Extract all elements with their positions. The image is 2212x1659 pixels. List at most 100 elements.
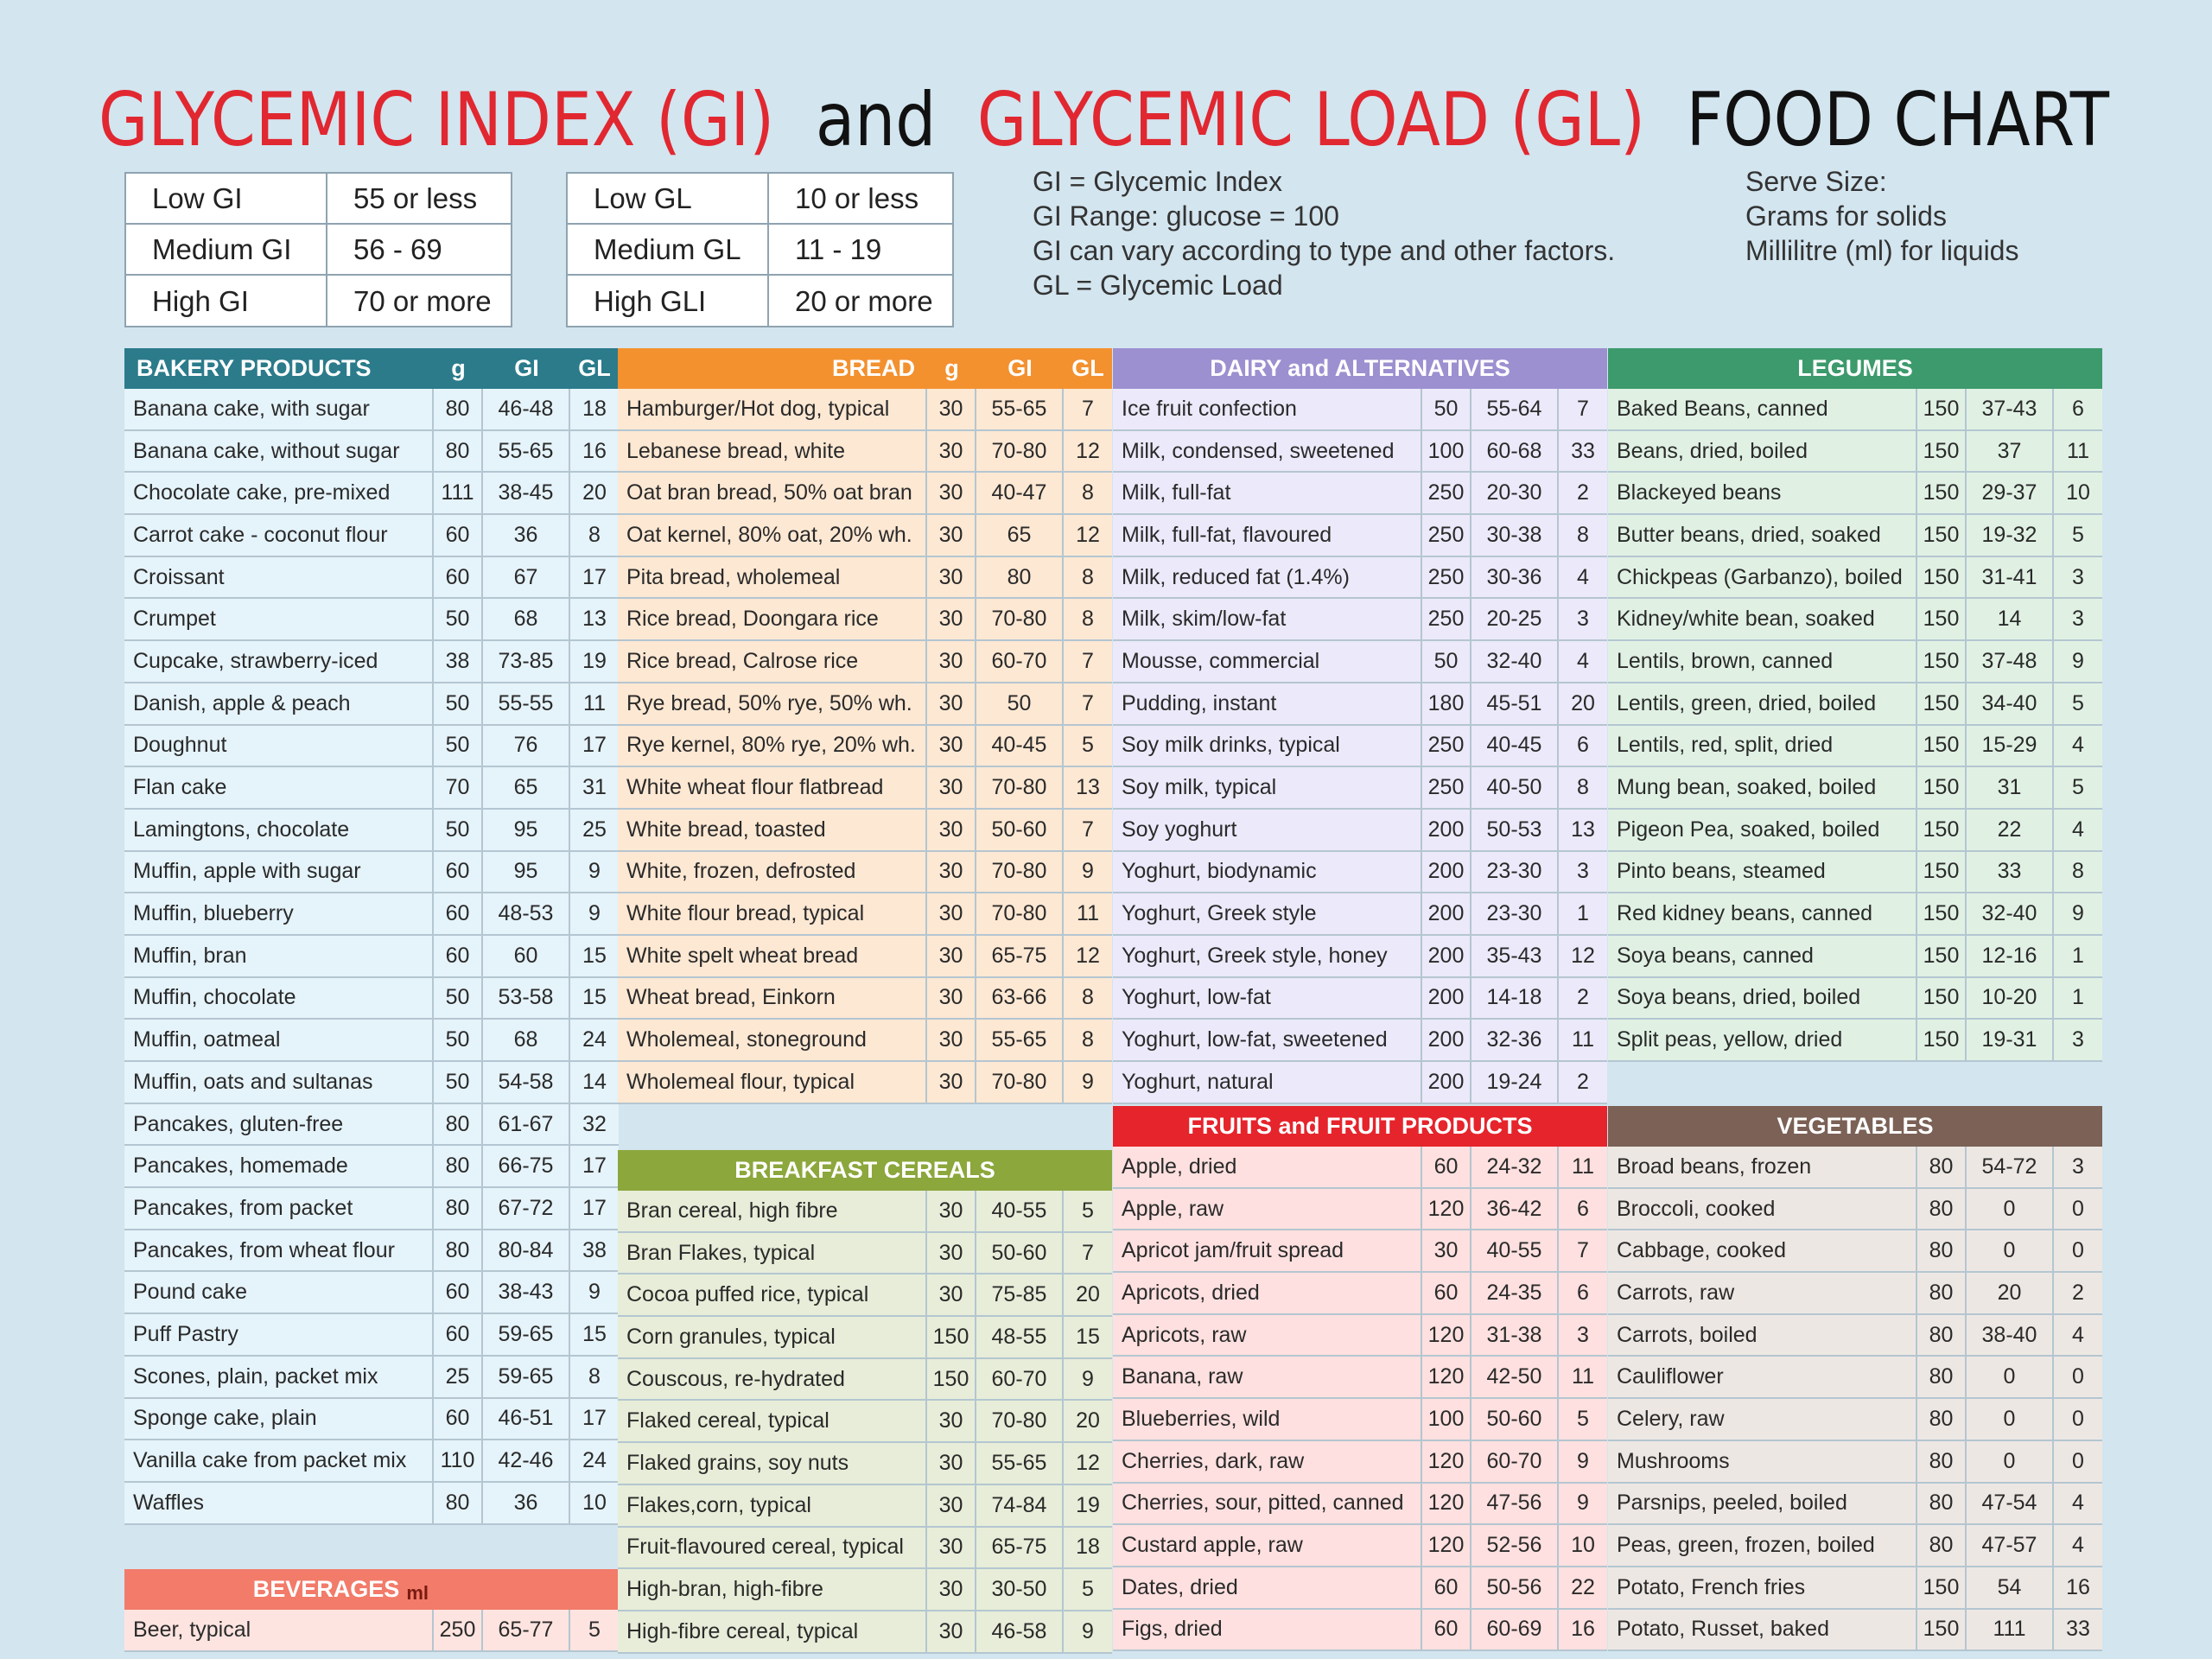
- food-row: Lamingtons, chocolate 50 95 25: [124, 809, 619, 852]
- serve-size: 30: [927, 1527, 976, 1568]
- gi-value: 67-72: [483, 1188, 570, 1229]
- food-row: High-bran, high-fibre 30 30-50 5: [618, 1569, 1112, 1611]
- food-section: LEGUMES Baked Beans, canned 150 37-43 6 Beans…: [1608, 348, 2102, 1062]
- gi-value: 76: [483, 725, 570, 766]
- gi-value: 38-45: [483, 473, 570, 514]
- food-name: Ice fruit confection: [1113, 389, 1422, 429]
- food-row: Mushrooms 80 0 0: [1608, 1440, 2102, 1484]
- legend-label: High GLI: [568, 276, 769, 327]
- food-name: Cherries, sour, pitted, canned: [1113, 1483, 1422, 1524]
- food-name: Pancakes, homemade: [124, 1146, 434, 1187]
- food-name: White flour bread, typical: [618, 893, 927, 934]
- gl-value: 2: [1577, 480, 1589, 505]
- gi-value: 47-57: [1967, 1525, 2054, 1566]
- gl-value: 2: [2072, 1280, 2084, 1305]
- column-header: g: [944, 355, 959, 381]
- gl-value: 4: [2072, 1322, 2084, 1347]
- gi-value: 65-75: [976, 1527, 1064, 1568]
- food-name: Muffin, oats and sultanas: [124, 1062, 434, 1103]
- serve-size: 30: [927, 641, 976, 682]
- gi-value: 23-30: [1471, 893, 1559, 934]
- serve-size: 250: [1422, 473, 1471, 514]
- section-title: DAIRY and ALTERNATIVES: [1210, 355, 1510, 381]
- serve-size: 50: [434, 1020, 483, 1060]
- serve-size: 200: [1422, 1020, 1471, 1060]
- gl-value: 8: [1577, 522, 1589, 547]
- serve-size: 150: [1917, 430, 1967, 472]
- food-section: BREAD g GI GL Hamburger/Hot dog, typical 30 55…: [618, 348, 1112, 1104]
- food-name: Banana, raw: [1113, 1357, 1422, 1398]
- gi-value: 45-51: [1471, 683, 1559, 724]
- gl-value: 5: [1082, 1577, 1094, 1602]
- serve-size: 50: [434, 809, 483, 850]
- serve-size: 60: [434, 1314, 483, 1355]
- gi-value: 40-45: [1471, 725, 1559, 766]
- serve-size: 80: [434, 1146, 483, 1187]
- legend-row: Low GL 10 or less: [568, 174, 952, 225]
- legend-range: 56 - 69: [353, 232, 442, 265]
- gi-value: 40-50: [1471, 767, 1559, 808]
- serve-size: 80: [1917, 1230, 1967, 1272]
- gi-value: 15-29: [1967, 725, 2054, 766]
- serve-size: 30: [927, 683, 976, 724]
- food-row: Mousse, commercial 50 32-40 4: [1113, 641, 1607, 683]
- serve-size: 200: [1422, 935, 1471, 976]
- food-row: Peas, green, frozen, boiled 80 47-57 4: [1608, 1525, 2102, 1567]
- food-name: Muffin, bran: [124, 935, 434, 976]
- legend-row: Medium GL 11 - 19: [568, 225, 952, 276]
- food-row: Ice fruit confection 50 55-64 7: [1113, 389, 1607, 431]
- food-name: Pancakes, from packet: [124, 1188, 434, 1229]
- food-name: Sponge cake, plain: [124, 1398, 434, 1440]
- serve-size: 60: [1422, 1567, 1471, 1608]
- gl-value: 8: [1082, 480, 1094, 505]
- food-row: Rice bread, Doongara rice 30 70-80 8: [618, 599, 1112, 642]
- serve-size: 30: [927, 1611, 976, 1652]
- food-row: Mung bean, soaked, boiled 150 31 5: [1608, 767, 2102, 810]
- serve-size: 200: [1422, 1062, 1471, 1103]
- food-row: Baked Beans, canned 150 37-43 6: [1608, 389, 2102, 431]
- gi-value: 55-65: [976, 1020, 1064, 1060]
- food-name: Bran Flakes, typical: [618, 1232, 927, 1274]
- food-name: Rye kernel, 80% rye, 20% wh.: [618, 725, 927, 766]
- serve-size: 30: [927, 430, 976, 472]
- gi-value: 31-41: [1967, 556, 2054, 598]
- gi-value: 70-80: [976, 430, 1064, 472]
- food-name: Blackeyed beans: [1608, 473, 1917, 514]
- gl-value: 6: [2072, 396, 2084, 421]
- food-name: Cabbage, cooked: [1608, 1230, 1917, 1272]
- food-row: Doughnut 50 76 17: [124, 725, 619, 768]
- food-name: Kidney/white bean, soaked: [1608, 599, 1917, 640]
- food-name: Dates, dried: [1113, 1567, 1422, 1608]
- column-header: g: [451, 355, 466, 381]
- serve-size: 250: [1422, 767, 1471, 808]
- gi-value: 111: [1967, 1609, 2054, 1650]
- unit-label: ml: [406, 1581, 429, 1604]
- serve-size: 120: [1422, 1188, 1471, 1230]
- food-name: Scones, plain, packet mix: [124, 1356, 434, 1397]
- food-row: Muffin, bran 60 60 15: [124, 935, 619, 978]
- food-row: Wheat bread, Einkorn 30 63-66 8: [618, 977, 1112, 1020]
- gi-value: 74-84: [976, 1484, 1064, 1526]
- gi-value: 55-64: [1471, 389, 1559, 429]
- gl-value: 17: [582, 1406, 607, 1431]
- serve-size: 80: [434, 389, 483, 429]
- gl-value: 18: [582, 396, 607, 421]
- gi-value: 54: [1967, 1567, 2054, 1608]
- serve-line: Serve Size:: [1745, 166, 1887, 197]
- gi-value: 19-24: [1471, 1062, 1559, 1103]
- food-row: Fruit-flavoured cereal, typical 30 65-75 18: [618, 1527, 1112, 1570]
- gi-value: 19-31: [1967, 1020, 2054, 1060]
- serve-size: 50: [434, 1062, 483, 1103]
- food-row: Waffles 80 36 10: [124, 1482, 619, 1525]
- gi-value: 31: [1967, 767, 2054, 808]
- gi-value: 40-47: [976, 473, 1064, 514]
- food-name: Pancakes, from wheat flour: [124, 1230, 434, 1271]
- food-name: Yoghurt, biodynamic: [1113, 851, 1422, 893]
- gl-value: 8: [588, 1363, 601, 1389]
- serve-size: 30: [1422, 1230, 1471, 1272]
- serve-size: 150: [1917, 977, 1967, 1019]
- gl-value: 9: [588, 859, 601, 884]
- section-header: BEVERAGES ml: [124, 1569, 619, 1610]
- food-name: Rice bread, Doongara rice: [618, 599, 927, 640]
- gl-value: 9: [1577, 1491, 1589, 1516]
